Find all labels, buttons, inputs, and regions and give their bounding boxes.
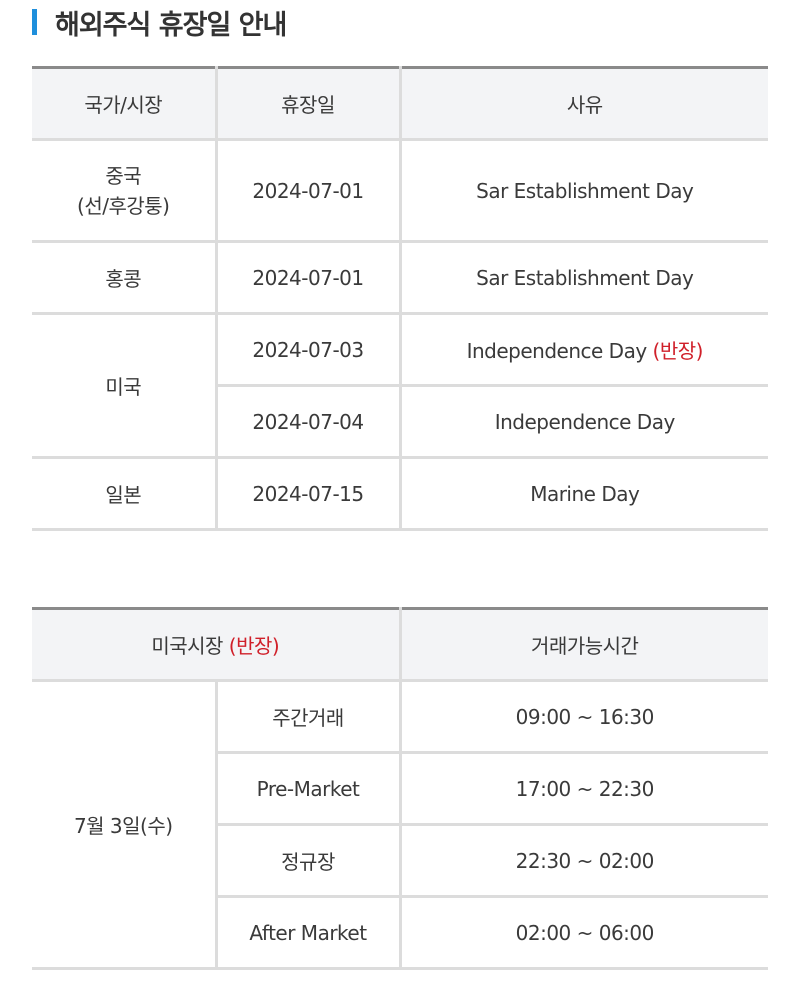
header-date: 휴장일 [214,66,402,141]
session-hours: 02:00 ~ 06:00 [398,895,768,970]
date-cell: 7월 3일(수) [32,679,218,970]
table-row: 중국 (선/후강퉁) 2024-07-01 Sar Establishment … [32,138,768,243]
session-name: 주간거래 [214,679,402,754]
table-header-row: 국가/시장 휴장일 사유 [32,66,768,141]
reason-cell: Independence Day (반장) [398,312,768,387]
reason-cell: Sar Establishment Day [398,138,768,243]
header-hours: 거래가능시간 [398,607,768,682]
table-row: 홍콩 2024-07-01 Sar Establishment Day [32,240,768,315]
holiday-table: 국가/시장 휴장일 사유 중국 (선/후강퉁) 2024-07-01 Sar E… [32,66,768,531]
country-name: 중국 [105,163,142,188]
half-day-note: (반장) [652,339,704,363]
country-cell: 홍콩 [32,240,218,315]
date-cell: 2024-07-01 [214,240,402,315]
session-name: After Market [214,895,402,970]
country-subname: (선/후강퉁) [77,193,170,218]
session-hours: 17:00 ~ 22:30 [398,751,768,826]
header-reason: 사유 [398,66,768,141]
date-cell: 2024-07-01 [214,138,402,243]
us-halfday-table: 미국시장 (반장) 거래가능시간 7월 3일(수) 주간거래 09:00 ~ 1… [32,607,768,970]
table-row: 정규장 22:30 ~ 02:00 [32,823,768,898]
table-row: 미국 2024-07-03 Independence Day (반장) [32,312,768,459]
session-hours: 22:30 ~ 02:00 [398,823,768,898]
header-market-text: 미국시장 [151,634,223,658]
table-row: 7월 3일(수) 주간거래 09:00 ~ 16:30 [32,679,768,970]
header-market: 미국시장 (반장) [32,607,402,682]
session-name: 정규장 [214,823,402,898]
page-title: 해외주식 휴장일 안내 [55,9,287,41]
session-name: Pre-Market [214,751,402,826]
table-row: 2024-07-04 Independence Day [32,384,768,459]
date-cell: 2024-07-15 [214,456,402,531]
reason-cell: Independence Day [398,384,768,459]
half-day-note: (반장) [228,634,280,658]
table-row: After Market 02:00 ~ 06:00 [32,895,768,970]
country-cell: 일본 [32,456,218,531]
session-hours: 09:00 ~ 16:30 [398,679,768,754]
date-cell: 2024-07-03 [214,312,402,387]
reason-cell: Marine Day [398,456,768,531]
country-cell: 미국 [32,312,218,459]
section-title: 해외주식 휴장일 안내 [32,2,287,42]
table-header-row: 미국시장 (반장) 거래가능시간 [32,607,768,682]
reason-cell: Sar Establishment Day [398,240,768,315]
reason-text: Independence Day [466,339,648,363]
date-cell: 2024-07-04 [214,384,402,459]
country-cell: 중국 (선/후강퉁) [32,138,218,243]
header-country: 국가/시장 [32,66,218,141]
title-accent-bar [32,9,37,35]
table-row: Pre-Market 17:00 ~ 22:30 [32,751,768,826]
table-row: 일본 2024-07-15 Marine Day [32,456,768,531]
